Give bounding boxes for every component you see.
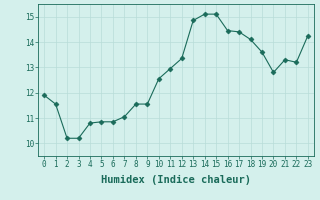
- X-axis label: Humidex (Indice chaleur): Humidex (Indice chaleur): [101, 175, 251, 185]
